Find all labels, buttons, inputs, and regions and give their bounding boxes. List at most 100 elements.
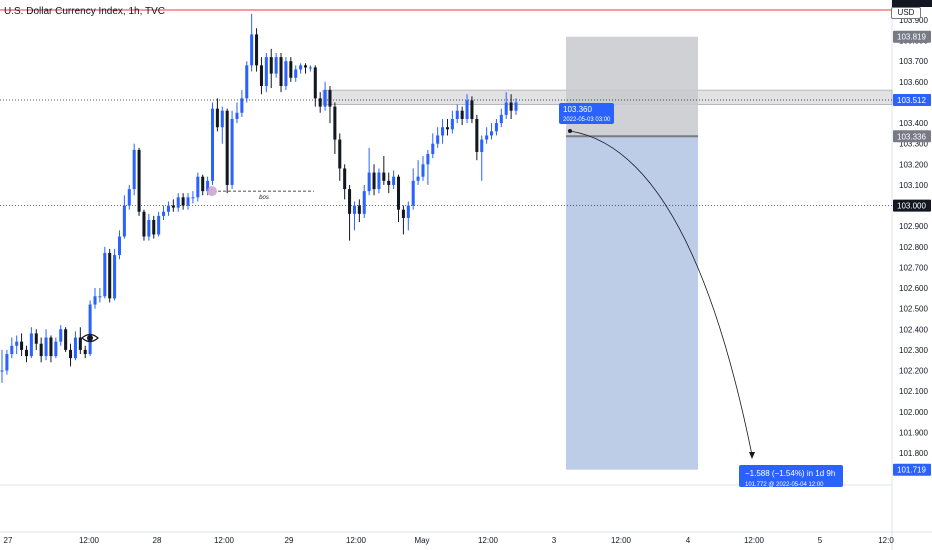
candle	[98, 288, 102, 303]
eye-icon	[81, 333, 99, 343]
candle-body	[39, 343, 43, 357]
candle-body	[460, 110, 464, 119]
candle-body	[215, 108, 219, 128]
candle-body	[475, 118, 479, 152]
entry-price-label: 103.360	[563, 105, 592, 114]
candle-body	[34, 333, 38, 344]
x-tick-label: 28	[153, 536, 162, 545]
candle	[24, 345, 28, 363]
annotations-layer: bos 103.360 2022-05-03 03:00 −1.588 (−1.54%…	[81, 103, 843, 488]
x-tick-label: 12:00	[214, 536, 235, 545]
candle	[494, 118, 498, 136]
candle	[245, 61, 249, 103]
candle	[377, 168, 381, 194]
candle	[289, 57, 293, 82]
price-tag-label: 103.512	[897, 96, 926, 105]
candle	[59, 325, 63, 346]
candle-body	[59, 329, 63, 342]
candle-body	[470, 100, 474, 119]
candle-body	[362, 191, 366, 214]
y-tick-label: 102.400	[899, 325, 928, 334]
candle	[181, 193, 185, 210]
candles-layer	[0, 13, 518, 383]
candle	[64, 327, 68, 352]
y-tick-label: 102.800	[899, 243, 928, 252]
candle-body	[24, 349, 28, 357]
candle-body	[343, 168, 347, 190]
candle-body	[352, 205, 356, 214]
candle-body	[157, 215, 161, 235]
x-tick-label: May	[414, 536, 429, 545]
y-tick-label: 103.700	[899, 57, 928, 66]
candle	[83, 345, 87, 359]
candle	[117, 230, 122, 260]
candle	[348, 184, 352, 241]
y-tick-label: 102.500	[899, 305, 928, 314]
candle	[509, 94, 513, 119]
candle-body	[465, 100, 469, 119]
candle	[445, 118, 449, 136]
candle	[406, 201, 410, 231]
candle-body	[142, 211, 146, 237]
candle	[352, 201, 356, 231]
candle-body	[289, 61, 293, 78]
candle-body	[137, 149, 141, 212]
projection-arrowhead	[749, 452, 755, 459]
candle	[122, 195, 126, 239]
candle	[196, 172, 200, 202]
candle	[475, 114, 479, 161]
candle-body	[255, 34, 259, 66]
candle	[230, 110, 234, 190]
candle-body	[44, 337, 48, 357]
candle-body	[113, 255, 117, 299]
candle-body	[176, 197, 180, 208]
candle-body	[392, 176, 396, 185]
candle-body	[186, 197, 190, 206]
candle	[142, 209, 146, 241]
candle-body	[201, 176, 205, 192]
candle-body	[73, 337, 77, 359]
candle	[514, 98, 518, 115]
candle-body	[294, 69, 298, 78]
price-tag-label: 103.336	[897, 132, 926, 141]
x-tick-label: 12:0	[878, 536, 894, 545]
y-tick-label: 103.400	[899, 119, 928, 128]
candle	[362, 184, 366, 218]
candle	[0, 349, 4, 383]
candle-body	[196, 176, 200, 198]
candle	[338, 133, 342, 181]
entry-tag: 103.360 2022-05-03 03:00	[559, 103, 614, 124]
candle-body	[0, 370, 4, 372]
y-tick-label: 103.100	[899, 181, 928, 190]
candle	[396, 174, 401, 223]
candle	[5, 349, 9, 375]
candle-body	[313, 67, 317, 99]
candle	[279, 52, 283, 93]
candle-body	[181, 197, 185, 206]
symbol-title[interactable]: U.S. Dollar Currency Index, 1h, TVC	[4, 6, 165, 17]
candle	[411, 168, 415, 210]
candle-body	[416, 176, 420, 181]
candle-body	[367, 172, 371, 192]
candle-body	[117, 236, 122, 256]
x-tick-label: 29	[285, 536, 294, 545]
top-price-tag	[892, 0, 932, 7]
candle	[250, 13, 254, 72]
candle-body	[259, 65, 263, 86]
price-tag-bg	[893, 130, 931, 143]
y-tick-label: 103.300	[899, 140, 928, 149]
price-tag-label: 101.719	[897, 466, 926, 475]
candle-body	[450, 118, 454, 130]
candle	[401, 205, 405, 235]
candle-body	[98, 296, 102, 298]
candle-body	[5, 354, 9, 371]
candle	[490, 123, 494, 140]
candle-body	[132, 149, 136, 190]
candle	[480, 135, 484, 181]
currency-badge[interactable]: USD	[891, 7, 921, 19]
candle	[166, 201, 170, 216]
candle	[269, 48, 273, 89]
candle-body	[83, 349, 87, 355]
projection-tag-bg	[739, 465, 843, 487]
